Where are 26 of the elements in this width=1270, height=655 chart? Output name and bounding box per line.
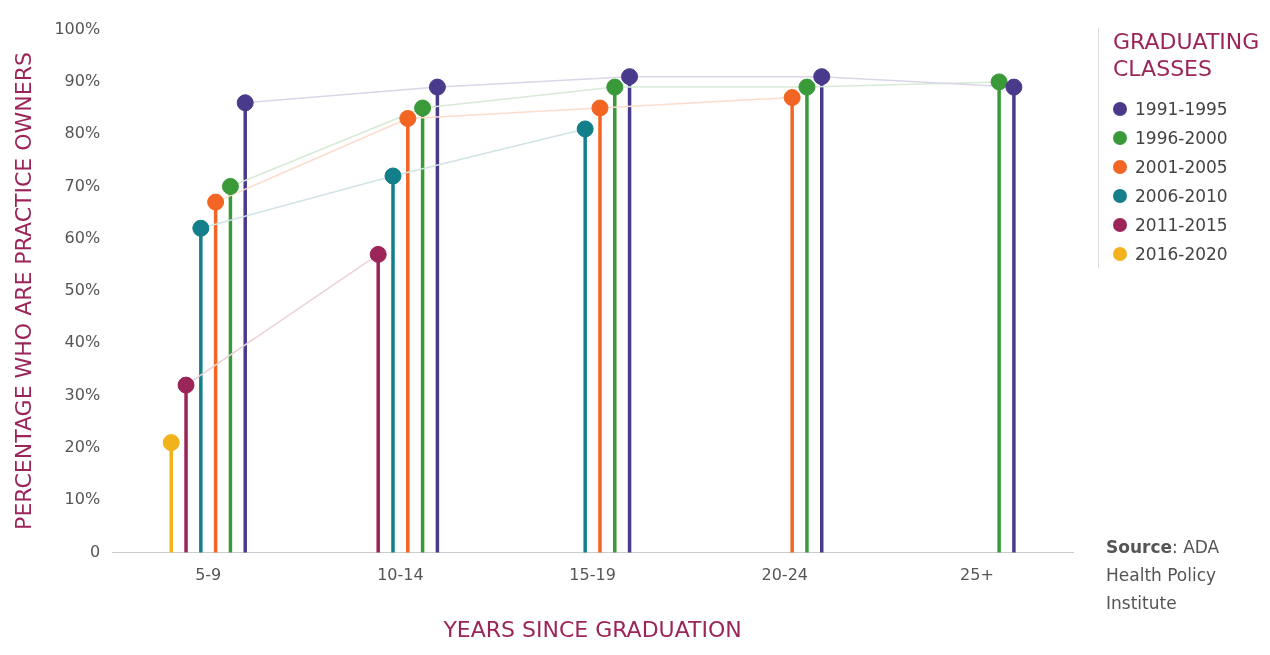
- x-tick-label: 10-14: [377, 565, 424, 585]
- y-tick-label: 80%: [64, 123, 101, 143]
- source-note: Source: ADA Health Policy Institute: [1106, 537, 1220, 613]
- legend-label: 2006-2010: [1135, 185, 1228, 206]
- x-tick-label: 15-19: [569, 565, 616, 585]
- y-tick-label: 70%: [64, 175, 101, 195]
- legend-label: 2016-2020: [1135, 243, 1228, 264]
- x-tick-label: 25+: [960, 565, 994, 585]
- x-axis-title: YEARS SINCE GRADUATION: [442, 616, 742, 642]
- y-tick-label: 20%: [64, 437, 101, 456]
- y-tick-label: 50%: [64, 280, 101, 300]
- y-tick-label: 60%: [64, 227, 101, 247]
- x-tick-label: 5-9: [195, 565, 222, 585]
- legend-label: 2011-2015: [1135, 214, 1228, 235]
- y-tick-label: 100%: [54, 18, 101, 38]
- x-tick-label: 20-24: [761, 565, 808, 585]
- y-tick-label: 10%: [64, 489, 101, 509]
- legend-label: 1996-2000: [1135, 127, 1228, 148]
- legend-label: 2001-2005: [1135, 156, 1228, 177]
- y-axis-title: PERCENTAGE WHO ARE PRACTICE OWNERS: [10, 52, 36, 530]
- y-tick-label: 90%: [64, 71, 101, 91]
- legend-title: GRADUATING CLASSES: [1113, 28, 1261, 82]
- y-tick-label: 30%: [64, 384, 101, 404]
- y-tick-label: 0: [89, 541, 101, 561]
- legend-label: 1991-1995: [1135, 98, 1228, 119]
- y-tick-label: 40%: [64, 332, 101, 352]
